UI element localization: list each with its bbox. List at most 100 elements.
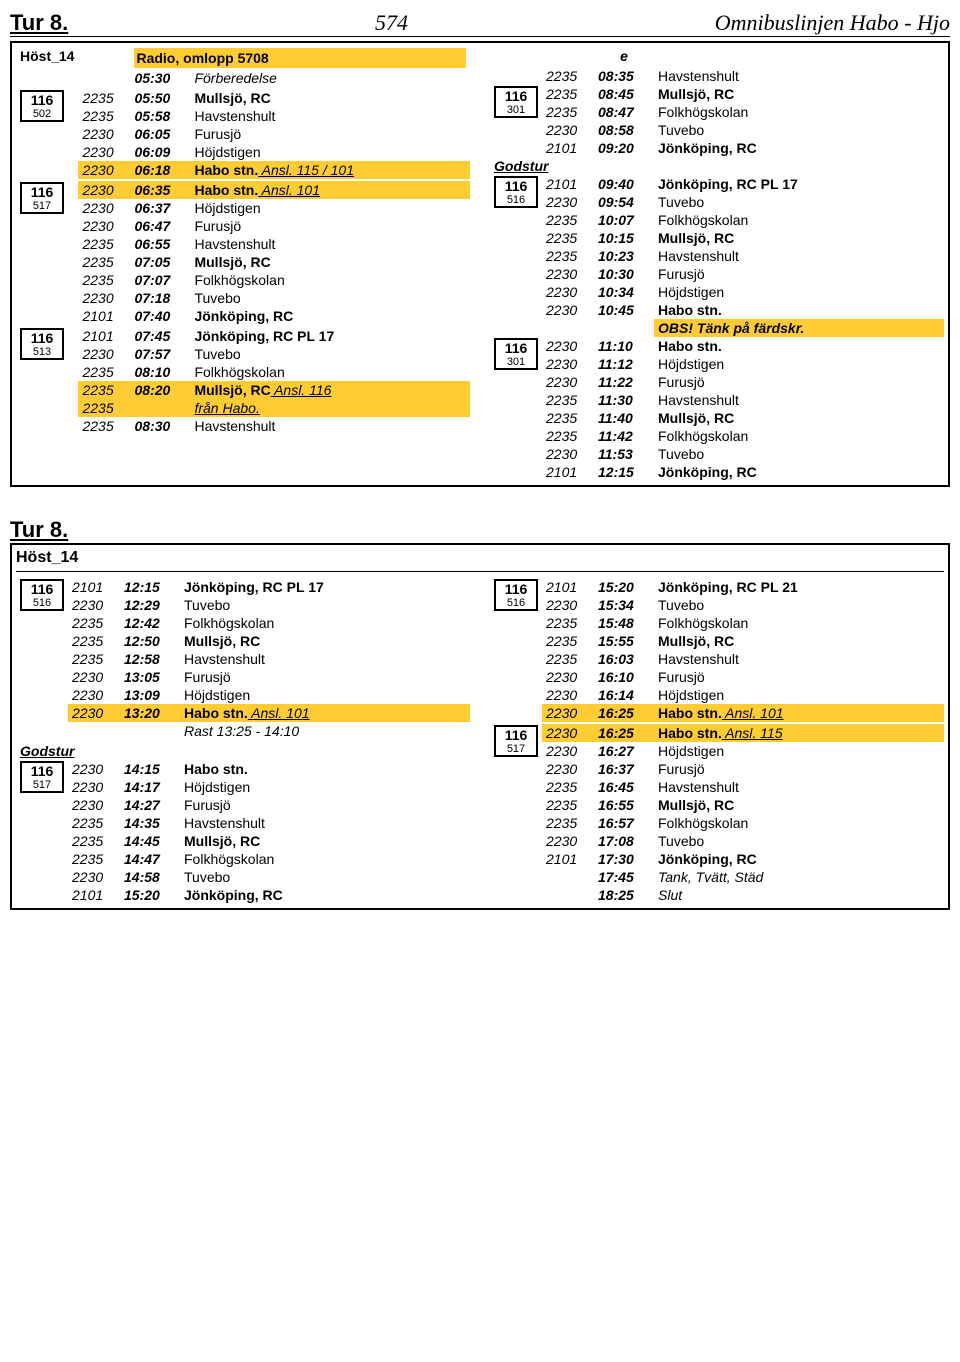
dest: Höjdstigen xyxy=(654,742,944,760)
time: 13:09 xyxy=(120,686,180,704)
dest: Tuvebo xyxy=(654,832,944,850)
dest: Jönköping, RC PL 17 xyxy=(654,175,944,193)
dest: Mullsjö, RC xyxy=(654,632,944,650)
route-trip: 516 xyxy=(22,597,62,609)
line-name: Omnibuslinjen Habo - Hjo xyxy=(715,10,950,36)
suffix: Ansl. 116 xyxy=(271,382,332,398)
dest: Habo stn. xyxy=(658,725,722,741)
route-line: 116 xyxy=(496,340,536,356)
dest: Slut xyxy=(654,886,944,904)
route-line: 116 xyxy=(22,763,62,779)
code: 2235 xyxy=(78,235,130,253)
route-trip: 513 xyxy=(22,346,62,358)
dest: Höjdstigen xyxy=(190,199,470,217)
dest: Havstenshult xyxy=(654,67,944,85)
tur-header: Tur 8. 574 Omnibuslinjen Habo - Hjo xyxy=(10,10,950,37)
dest: Förberedelse xyxy=(190,69,470,87)
dest: Folkhögskolan xyxy=(180,850,470,868)
time: 06:47 xyxy=(130,217,190,235)
code: 2230 xyxy=(78,199,130,217)
dest: Tank, Tvätt, Städ xyxy=(654,868,944,886)
dest: Habo stn. xyxy=(184,705,248,721)
route-trip: 301 xyxy=(496,356,536,368)
code: 2230 xyxy=(542,355,594,373)
code: 2235 xyxy=(78,399,130,417)
time: 08:30 xyxy=(130,417,190,435)
radio-label: Radio, omlopp 5708 xyxy=(134,48,466,68)
code: 2101 xyxy=(78,307,130,325)
code: 2230 xyxy=(542,373,594,391)
time: 14:35 xyxy=(120,814,180,832)
code: 2235 xyxy=(542,796,594,814)
dest: Havstenshult xyxy=(654,650,944,668)
code: 2235 xyxy=(542,814,594,832)
dest: Jönköping, RC xyxy=(654,139,944,157)
omlopp-num: 574 xyxy=(375,10,408,36)
time: 06:55 xyxy=(130,235,190,253)
time: 11:42 xyxy=(594,427,654,445)
code: 2230 xyxy=(542,283,594,301)
code: 2230 xyxy=(542,193,594,211)
dest: Havstenshult xyxy=(654,391,944,409)
dest: Jönköping, RC PL 17 xyxy=(180,578,470,596)
time: 16:25 xyxy=(594,724,654,742)
time: 10:45 xyxy=(594,301,654,319)
obs-note: OBS! Tänk på färdskr. xyxy=(654,319,944,337)
route-trip: 301 xyxy=(496,104,536,116)
code: 2230 xyxy=(542,704,594,722)
code: 2235 xyxy=(542,103,594,121)
route-line: 116 xyxy=(22,184,62,200)
left-table: Höst_14 Radio, omlopp 5708 05:30Förbered… xyxy=(16,47,470,435)
time: 15:20 xyxy=(120,886,180,904)
code: 2235 xyxy=(78,417,130,435)
tur-title: Tur 8. xyxy=(10,10,68,36)
code: 2235 xyxy=(542,632,594,650)
route-box: 116516 xyxy=(20,579,64,611)
dest: Havstenshult xyxy=(654,778,944,796)
time: 11:12 xyxy=(594,355,654,373)
code: 2101 xyxy=(542,463,594,481)
code: 2230 xyxy=(68,760,120,778)
route-line: 116 xyxy=(22,330,62,346)
code: 2230 xyxy=(542,832,594,850)
route-trip: 516 xyxy=(496,194,536,206)
code: 2230 xyxy=(68,868,120,886)
dest: Furusjö xyxy=(654,373,944,391)
route-trip: 516 xyxy=(496,597,536,609)
dest: från Habo. xyxy=(190,399,470,417)
code: 2235 xyxy=(542,614,594,632)
dest: Furusjö xyxy=(654,265,944,283)
code: 2230 xyxy=(542,760,594,778)
time: 08:20 xyxy=(130,381,190,399)
time: 15:55 xyxy=(594,632,654,650)
code: 2230 xyxy=(68,668,120,686)
time: 16:14 xyxy=(594,686,654,704)
code: 2230 xyxy=(542,301,594,319)
dest: Folkhögskolan xyxy=(654,614,944,632)
code: 2230 xyxy=(68,686,120,704)
route-box: 116516 xyxy=(494,176,538,208)
time: 14:45 xyxy=(120,832,180,850)
code: 2235 xyxy=(68,614,120,632)
suffix: Ansl. 101 xyxy=(722,705,784,721)
time: 16:03 xyxy=(594,650,654,668)
time: 16:45 xyxy=(594,778,654,796)
code: 2235 xyxy=(78,107,130,125)
time: 12:29 xyxy=(120,596,180,614)
dest: Mullsjö, RC xyxy=(654,796,944,814)
dest: Havstenshult xyxy=(654,247,944,265)
code: 2235 xyxy=(78,253,130,271)
dest: Höjdstigen xyxy=(654,355,944,373)
code: 2101 xyxy=(542,578,594,596)
dest: Furusjö xyxy=(190,217,470,235)
code: 2101 xyxy=(68,886,120,904)
code: 2230 xyxy=(68,596,120,614)
time: 06:35 xyxy=(130,181,190,199)
dest: Furusjö xyxy=(654,668,944,686)
dest: Höjdstigen xyxy=(180,686,470,704)
code: 2230 xyxy=(542,121,594,139)
code: 2230 xyxy=(542,724,594,742)
time: 11:10 xyxy=(594,337,654,355)
time: 16:27 xyxy=(594,742,654,760)
time: 14:27 xyxy=(120,796,180,814)
